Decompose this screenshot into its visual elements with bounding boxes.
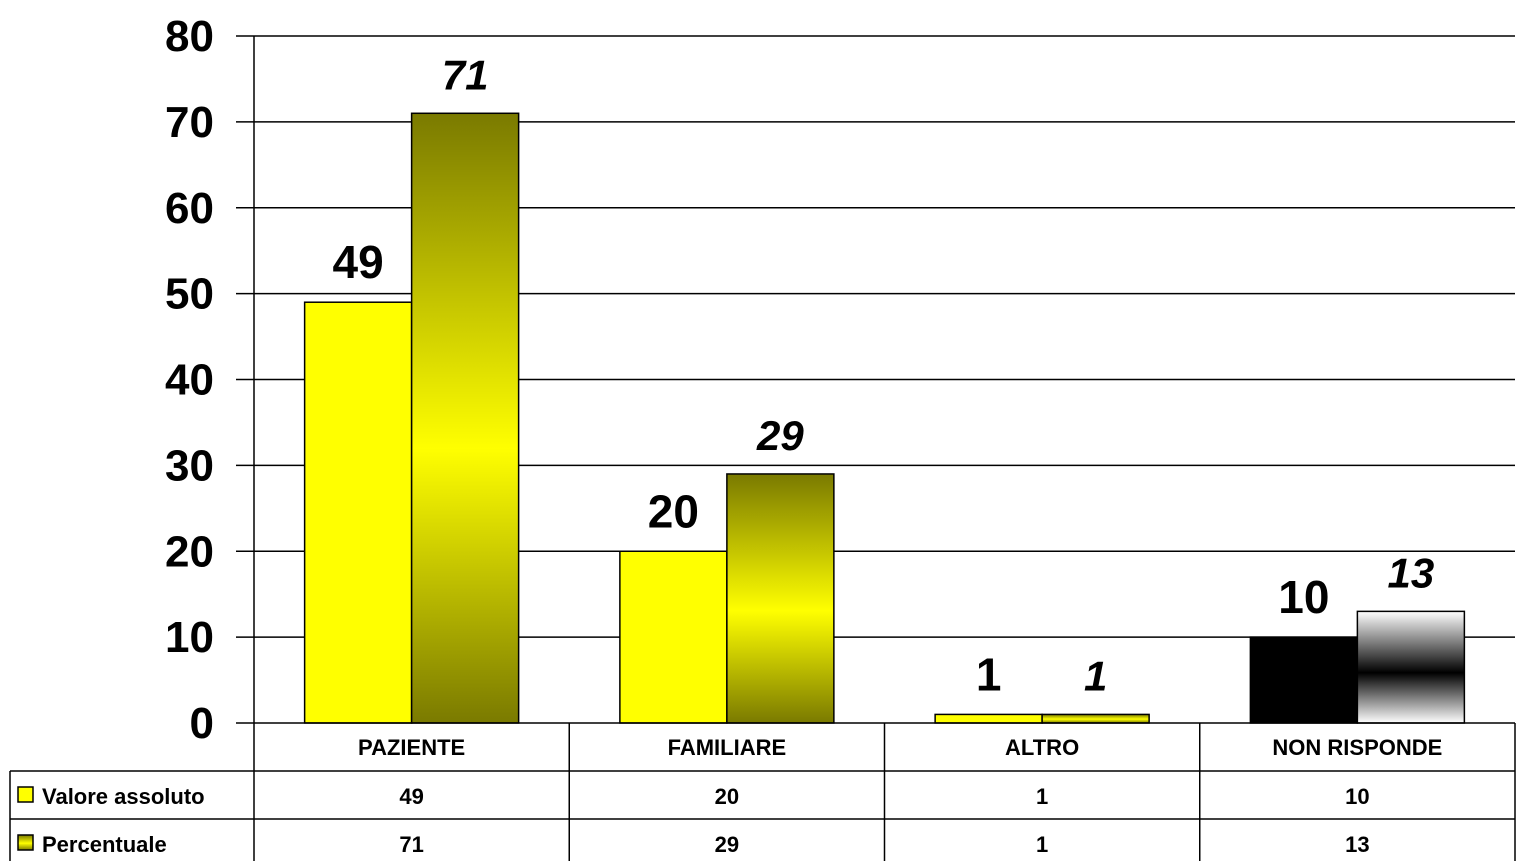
bar-absolute-familiare bbox=[619, 550, 728, 724]
bar-percent-paziente bbox=[410, 112, 520, 724]
bar-absolute-altro bbox=[934, 713, 1043, 724]
bar-absolute-paziente bbox=[303, 301, 413, 724]
bar-percent-altro bbox=[1041, 713, 1150, 724]
table-cell: 49 bbox=[399, 784, 423, 809]
table-cell: 1 bbox=[1036, 784, 1048, 809]
y-tick-label: 50 bbox=[165, 270, 214, 319]
category-label: ALTRO bbox=[1005, 735, 1079, 760]
legend-swatch-percent bbox=[17, 834, 34, 851]
data-label-percent: 13 bbox=[1388, 549, 1435, 596]
data-label-absolute: 10 bbox=[1278, 571, 1329, 623]
table-cell: 71 bbox=[399, 832, 423, 857]
bars bbox=[303, 112, 1466, 724]
y-tick-label: 20 bbox=[165, 527, 214, 576]
legend-swatch-absolute bbox=[17, 786, 34, 803]
data-label-percent: 29 bbox=[756, 412, 804, 459]
category-label: FAMILIARE bbox=[668, 735, 787, 760]
data-label-absolute: 1 bbox=[976, 648, 1002, 700]
table-cell: 10 bbox=[1345, 784, 1369, 809]
category-label: NON RISPONDE bbox=[1272, 735, 1442, 760]
y-tick-label: 30 bbox=[165, 441, 214, 490]
table-cell: 1 bbox=[1036, 832, 1048, 857]
table-cell: 13 bbox=[1345, 832, 1369, 857]
bar-percent-non-risponde bbox=[1356, 610, 1466, 724]
data-table: PAZIENTE FAMILIARE ALTRO NON RISPONDE Valore… bbox=[9, 723, 1516, 861]
y-tick-label: 70 bbox=[165, 98, 214, 147]
category-label: PAZIENTE bbox=[358, 735, 465, 760]
table-cell: 29 bbox=[715, 832, 739, 857]
bar-absolute-non-risponde bbox=[1249, 636, 1359, 724]
y-tick-label: 60 bbox=[165, 184, 214, 233]
y-tick-label: 10 bbox=[165, 613, 214, 662]
data-labels: 49 71 20 29 1 1 10 13 bbox=[333, 51, 1435, 700]
table-cell: 20 bbox=[715, 784, 739, 809]
data-label-percent: 71 bbox=[442, 51, 489, 98]
legend-label-absolute: Valore assoluto bbox=[42, 784, 205, 809]
data-label-absolute: 49 bbox=[333, 236, 384, 288]
y-tick-label: 40 bbox=[165, 356, 214, 405]
y-tick-label: 0 bbox=[190, 699, 214, 748]
legend-label-percent: Percentuale bbox=[42, 832, 167, 857]
data-label-percent: 1 bbox=[1084, 652, 1107, 699]
bar-percent-familiare bbox=[726, 473, 835, 724]
data-label-absolute: 20 bbox=[648, 485, 699, 537]
y-tick-label: 80 bbox=[165, 12, 214, 61]
